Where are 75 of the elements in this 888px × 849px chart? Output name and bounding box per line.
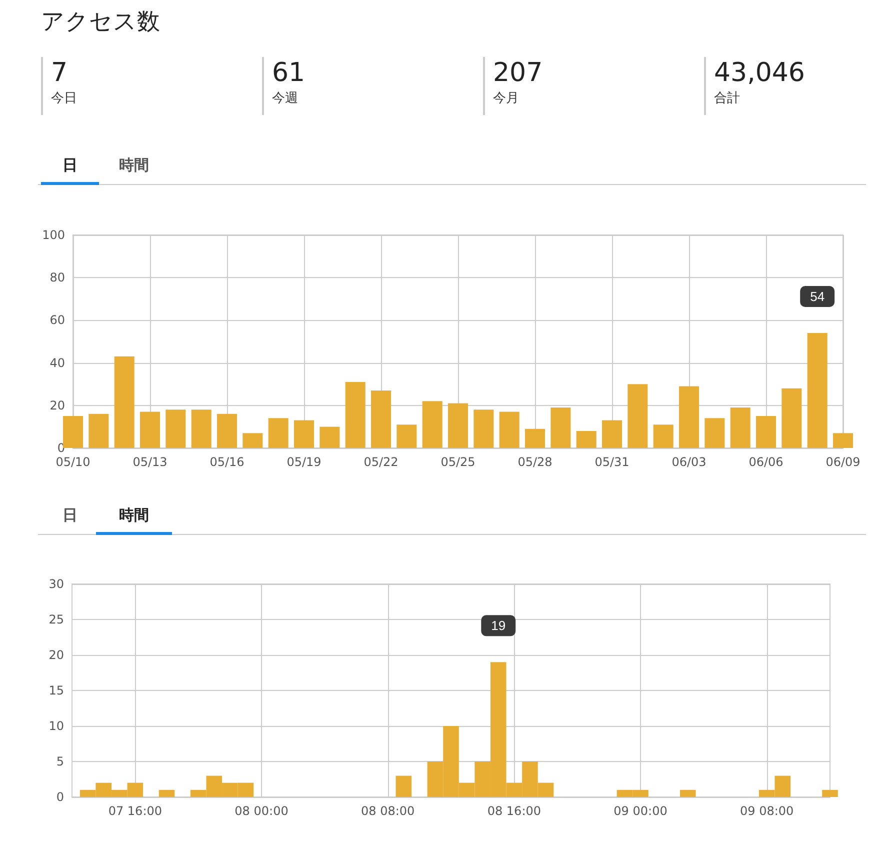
x-tick-label: 06/09: [826, 455, 860, 469]
y-tick-label: 10: [48, 719, 64, 733]
x-tick-label: 08 08:00: [360, 804, 415, 818]
data-label: 19: [491, 618, 506, 634]
x-tick-label: 08 00:00: [234, 804, 288, 818]
bar: [474, 410, 494, 448]
bar: [678, 386, 700, 448]
text: 時間: [118, 155, 150, 176]
bar: [114, 356, 134, 448]
bar: [807, 332, 828, 448]
text: 時間: [96, 500, 172, 535]
y-tick-label: 5: [56, 754, 64, 768]
bar: [704, 418, 725, 448]
bar: [345, 382, 366, 448]
bar: [191, 410, 212, 448]
y-tick-label: 20: [50, 398, 65, 412]
bar: [62, 416, 84, 448]
text: アクセス数: [41, 8, 160, 37]
bar: [653, 424, 674, 448]
bar: [576, 430, 596, 448]
x-tick-label: 08 16:00: [487, 804, 542, 818]
x-tick-label: 07 16:00: [108, 804, 162, 818]
y-tick-label: 30: [48, 577, 64, 591]
bar: [782, 388, 802, 448]
bar: [370, 390, 392, 448]
bar: [756, 416, 776, 448]
x-tick-label: 06/03: [672, 455, 706, 469]
x-tick-label: 05/13: [132, 455, 168, 469]
bar: [524, 428, 546, 448]
y-tick-label: 25: [48, 612, 64, 626]
category-label: 合計: [714, 90, 741, 107]
bar: [448, 403, 468, 448]
x-tick-label: 05/19: [286, 455, 322, 469]
category-label: 今日: [51, 90, 77, 107]
bar: [832, 433, 854, 448]
x-tick-label: 09 08:00: [740, 804, 794, 818]
bar: [166, 410, 186, 448]
y-tick-label: 15: [48, 684, 64, 698]
bar: [216, 414, 238, 448]
category-label: 今月: [493, 90, 520, 107]
data-label: 54: [810, 288, 825, 304]
bar: [550, 408, 571, 448]
bar: [499, 412, 520, 448]
text: 43,046: [714, 58, 805, 88]
text: 61: [272, 58, 306, 88]
text: 日: [41, 150, 99, 185]
x-tick-label: 06/06: [748, 455, 784, 469]
x-tick-label: 05/31: [594, 455, 630, 469]
category-label: 今週: [272, 90, 299, 107]
bar: [294, 420, 314, 448]
y-tick-label: 60: [50, 313, 65, 328]
y-tick-label: 80: [50, 270, 65, 285]
x-tick-label: 05/10: [56, 455, 90, 469]
bar: [320, 426, 340, 448]
y-tick-label: 40: [50, 356, 65, 370]
text: 207: [493, 58, 543, 88]
bar: [268, 418, 288, 448]
bar: [730, 408, 750, 448]
y-tick-label: 0: [56, 790, 64, 804]
y-tick-label: 20: [48, 648, 64, 662]
x-tick-label: 05/16: [210, 455, 244, 469]
text: 日: [62, 505, 78, 526]
text: 7: [51, 58, 68, 88]
bar: [602, 420, 622, 448]
bar: [242, 433, 263, 448]
bar: [422, 401, 442, 448]
x-tick-label: 05/22: [364, 455, 398, 469]
bar: [88, 414, 109, 448]
bar: [628, 384, 648, 448]
x-tick-label: 05/25: [440, 455, 476, 469]
x-tick-label: 09 00:00: [614, 804, 668, 818]
bar: [140, 412, 160, 448]
bar: [396, 424, 417, 448]
y-tick-label: 100: [42, 228, 65, 242]
x-tick-label: 05/28: [518, 455, 552, 469]
